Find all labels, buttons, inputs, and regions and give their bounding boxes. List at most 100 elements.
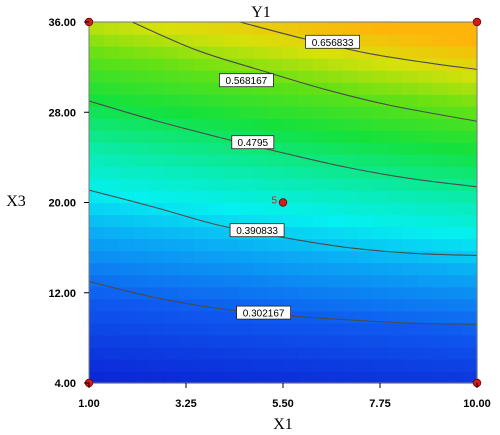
heatmap-cell xyxy=(208,346,224,360)
heatmap-cell xyxy=(447,358,463,372)
heatmap-cell xyxy=(193,190,209,204)
heatmap-cell xyxy=(297,70,314,83)
heatmap-cell xyxy=(193,238,209,252)
heatmap-cell xyxy=(163,130,180,143)
heatmap-cell xyxy=(103,262,120,276)
heatmap-cell xyxy=(253,178,269,192)
heatmap-cell xyxy=(327,214,344,228)
heatmap-cell xyxy=(387,322,403,336)
heatmap-cell xyxy=(297,226,314,240)
heatmap-cell xyxy=(417,34,433,47)
heatmap-cell xyxy=(103,250,120,264)
heatmap-cell xyxy=(283,34,299,47)
heatmap-cell xyxy=(327,202,344,216)
heatmap-cell xyxy=(312,46,329,59)
heatmap-cell xyxy=(268,22,284,35)
heatmap-cell xyxy=(163,238,180,252)
heatmap-cell xyxy=(103,34,120,47)
heatmap-cell xyxy=(268,58,284,71)
heatmap-cell xyxy=(223,166,239,180)
heatmap-cell xyxy=(238,322,254,336)
heatmap-cell xyxy=(312,310,329,324)
heatmap-cell xyxy=(89,238,105,252)
heatmap-cell xyxy=(133,142,150,155)
heatmap-cell xyxy=(372,226,389,240)
heatmap-cell xyxy=(387,178,403,192)
heatmap-cell xyxy=(253,274,269,288)
heatmap-cell xyxy=(387,334,403,348)
heatmap-cell xyxy=(238,178,254,192)
heatmap-cell xyxy=(283,262,299,276)
heatmap-cell xyxy=(208,202,224,216)
heatmap-cell xyxy=(327,130,344,143)
heatmap-cell xyxy=(283,142,299,155)
heatmap-cell xyxy=(268,34,284,47)
heatmap-cell xyxy=(283,154,299,167)
heatmap-cell xyxy=(462,130,478,143)
heatmap-cell xyxy=(357,178,374,192)
heatmap-cell xyxy=(402,286,418,300)
heatmap-cell xyxy=(208,190,224,204)
heatmap-cell xyxy=(327,190,344,204)
heatmap-cell xyxy=(417,154,433,167)
heatmap-cell xyxy=(148,298,165,312)
heatmap-cell xyxy=(342,262,359,276)
heatmap-cell xyxy=(372,370,389,384)
heatmap-cell xyxy=(462,70,478,83)
heatmap-cell xyxy=(89,82,105,95)
heatmap-cell xyxy=(387,130,403,143)
heatmap-cell xyxy=(312,214,329,228)
heatmap-cell xyxy=(312,322,329,336)
contour-label-box xyxy=(305,34,361,49)
heatmap-cell xyxy=(312,298,329,312)
heatmap-cell xyxy=(283,274,299,288)
heatmap-cell xyxy=(253,250,269,264)
heatmap-cell xyxy=(297,154,314,167)
heatmap-cell xyxy=(312,22,329,35)
heatmap-cell xyxy=(372,178,389,192)
heatmap-cell xyxy=(253,190,269,204)
heatmap-cell xyxy=(223,46,239,59)
heatmap-cell xyxy=(178,46,195,59)
heatmap-cell xyxy=(312,130,329,143)
heatmap-cell xyxy=(417,142,433,155)
heatmap-cell xyxy=(327,358,344,372)
heatmap-cell xyxy=(312,358,329,372)
heatmap-cell xyxy=(297,286,314,300)
y-axis-label: X3 xyxy=(6,193,26,210)
heatmap-cell xyxy=(118,214,135,228)
design-point xyxy=(278,198,288,207)
heatmap-cell xyxy=(148,58,165,71)
heatmap-cell xyxy=(178,130,195,143)
heatmap-cell xyxy=(447,346,463,360)
heatmap-cell xyxy=(283,250,299,264)
heatmap-cell xyxy=(163,334,180,348)
heatmap-cell xyxy=(342,250,359,264)
heatmap-cell xyxy=(447,238,463,252)
y-tick-label: 20.00 xyxy=(48,198,76,210)
heatmap-cell xyxy=(193,346,209,360)
heatmap-cell xyxy=(447,154,463,167)
heatmap-cell xyxy=(312,370,329,384)
heatmap-cell xyxy=(103,46,120,59)
heatmap-cell xyxy=(462,322,478,336)
heatmap-cell xyxy=(462,238,478,252)
heatmap-cell xyxy=(297,178,314,192)
heatmap-cell xyxy=(178,82,195,95)
heatmap-cell xyxy=(193,286,209,300)
axis-ticks: 1.00 3.25 5.50 7.75 10.00 4.00 12.00 20.00 28.00… xyxy=(48,17,490,410)
heatmap-cell xyxy=(163,22,180,35)
heatmap-cell xyxy=(103,214,120,228)
heatmap-cell xyxy=(387,226,403,240)
heatmap-cell xyxy=(178,142,195,155)
heatmap-cell xyxy=(417,358,433,372)
heatmap-cell xyxy=(133,22,150,35)
heatmap-cell xyxy=(357,106,374,119)
heatmap-cell xyxy=(208,22,224,35)
heatmap-cell xyxy=(357,94,374,107)
heatmap-cell xyxy=(118,22,135,35)
heatmap-cell xyxy=(357,250,374,264)
heatmap-cell xyxy=(148,214,165,228)
heatmap-cell xyxy=(178,286,195,300)
heatmap-cell xyxy=(208,94,224,107)
